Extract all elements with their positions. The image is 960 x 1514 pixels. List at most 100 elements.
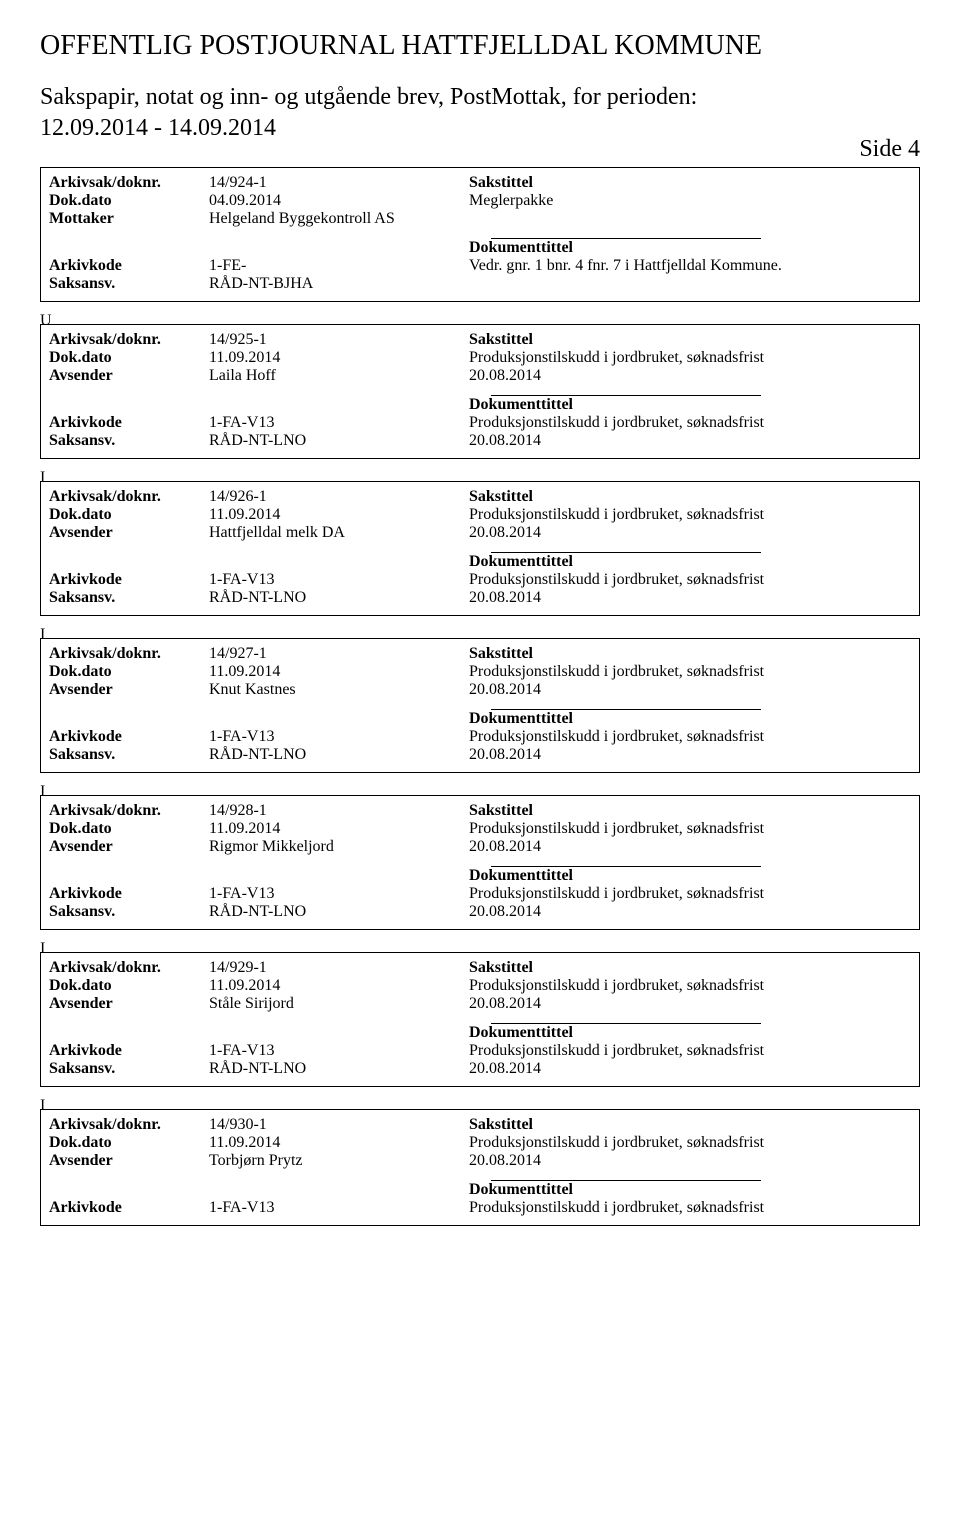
arkivkode-value: 1-FA-V13 (209, 885, 469, 903)
journal-entry: Arkivsak/doknr.14/924-1Sakstittel Dok.dat… (40, 167, 920, 302)
arkivsak-label: Arkivsak/doknr. (49, 802, 209, 820)
arkivsak-label: Arkivsak/doknr. (49, 959, 209, 977)
arkivsak-value: 14/926-1 (209, 488, 469, 506)
dokumenttittel-heading: Dokumenttittel (469, 239, 911, 257)
party-label: Avsender (49, 681, 209, 699)
party-value: Torbjørn Prytz (209, 1152, 469, 1170)
doktittel-text2: 20.08.2014 (469, 589, 911, 607)
sakstittel-heading: Sakstittel (469, 174, 911, 192)
dokdato-value: 11.09.2014 (209, 663, 469, 681)
arkivsak-value: 14/925-1 (209, 331, 469, 349)
party-value: Knut Kastnes (209, 681, 469, 699)
sakstittel-heading: Sakstittel (469, 331, 911, 349)
journal-entry: Arkivsak/doknr.14/927-1Sakstittel Dok.dat… (40, 638, 920, 773)
dokumenttittel-heading: Dokumenttittel (469, 396, 911, 414)
saksansv-label: Saksansv. (49, 1060, 209, 1078)
arkivkode-label: Arkivkode (49, 1199, 209, 1217)
doktittel-text: Produksjonstilskudd i jordbruket, søknad… (469, 414, 911, 432)
sakstittel-text2: 20.08.2014 (469, 681, 911, 699)
journal-entry: Arkivsak/doknr.14/930-1Sakstittel Dok.dat… (40, 1109, 920, 1226)
doktittel-text: Produksjonstilskudd i jordbruket, søknad… (469, 571, 911, 589)
dokdato-value: 11.09.2014 (209, 1134, 469, 1152)
sakstittel-text: Meglerpakke (469, 192, 911, 210)
doktittel-text: Vedr. gnr. 1 bnr. 4 fnr. 7 i Hattfjellda… (469, 257, 911, 275)
dokumenttittel-heading: Dokumenttittel (469, 1024, 911, 1042)
dokdato-value: 11.09.2014 (209, 506, 469, 524)
sakstittel-text: Produksjonstilskudd i jordbruket, søknad… (469, 820, 911, 838)
arkivsak-value: 14/927-1 (209, 645, 469, 663)
saksansv-value: RÅD-NT-LNO (209, 746, 469, 764)
party-value: Ståle Sirijord (209, 995, 469, 1013)
party-label: Avsender (49, 367, 209, 385)
sakstittel-heading: Sakstittel (469, 1116, 911, 1134)
arkivkode-label: Arkivkode (49, 1042, 209, 1060)
doktittel-text: Produksjonstilskudd i jordbruket, søknad… (469, 885, 911, 903)
arkivkode-value: 1-FA-V13 (209, 414, 469, 432)
arkivsak-label: Arkivsak/doknr. (49, 174, 209, 192)
doktittel-text2 (469, 275, 911, 293)
doktittel-text2: 20.08.2014 (469, 903, 911, 921)
saksansv-label: Saksansv. (49, 275, 209, 293)
dokdato-label: Dok.dato (49, 663, 209, 681)
sakstittel-heading: Sakstittel (469, 959, 911, 977)
sakstittel-text: Produksjonstilskudd i jordbruket, søknad… (469, 977, 911, 995)
arkivsak-label: Arkivsak/doknr. (49, 331, 209, 349)
sakstittel-text: Produksjonstilskudd i jordbruket, søknad… (469, 663, 911, 681)
sakstittel-text: Produksjonstilskudd i jordbruket, søknad… (469, 349, 911, 367)
sakstittel-text2: 20.08.2014 (469, 1152, 911, 1170)
doktittel-text2: 20.08.2014 (469, 432, 911, 450)
dokdato-label: Dok.dato (49, 506, 209, 524)
doktittel-text: Produksjonstilskudd i jordbruket, søknad… (469, 1199, 911, 1217)
arkivsak-value: 14/930-1 (209, 1116, 469, 1134)
dokumenttittel-heading: Dokumenttittel (469, 553, 911, 571)
arkivsak-label: Arkivsak/doknr. (49, 1116, 209, 1134)
party-label: Avsender (49, 838, 209, 856)
sakstittel-text2: 20.08.2014 (469, 367, 911, 385)
sakstittel-text: Produksjonstilskudd i jordbruket, søknad… (469, 1134, 911, 1152)
arkivkode-label: Arkivkode (49, 414, 209, 432)
dokdato-value: 11.09.2014 (209, 349, 469, 367)
arkivkode-value: 1-FA-V13 (209, 1199, 469, 1217)
dokumenttittel-heading: Dokumenttittel (469, 710, 911, 728)
sakstittel-text2: 20.08.2014 (469, 838, 911, 856)
dokdato-label: Dok.dato (49, 349, 209, 367)
sakstittel-text2: 20.08.2014 (469, 995, 911, 1013)
doktittel-text: Produksjonstilskudd i jordbruket, søknad… (469, 728, 911, 746)
arkivkode-label: Arkivkode (49, 728, 209, 746)
arkivsak-label: Arkivsak/doknr. (49, 645, 209, 663)
party-value: Laila Hoff (209, 367, 469, 385)
saksansv-label: Saksansv. (49, 746, 209, 764)
doktittel-text2: 20.08.2014 (469, 746, 911, 764)
arkivsak-value: 14/928-1 (209, 802, 469, 820)
page-title: OFFENTLIG POSTJOURNAL HATTFJELLDAL KOMMU… (40, 30, 920, 62)
dokdato-label: Dok.dato (49, 1134, 209, 1152)
arkivkode-value: 1-FA-V13 (209, 571, 469, 589)
saksansv-value: RÅD-NT-LNO (209, 432, 469, 450)
saksansv-label: Saksansv. (49, 903, 209, 921)
sakstittel-heading: Sakstittel (469, 645, 911, 663)
party-value: Hattfjelldal melk DA (209, 524, 469, 542)
dokdato-label: Dok.dato (49, 977, 209, 995)
party-label: Avsender (49, 524, 209, 542)
journal-entry: Arkivsak/doknr.14/929-1Sakstittel Dok.dat… (40, 952, 920, 1087)
dokdato-value: 04.09.2014 (209, 192, 469, 210)
arkivsak-value: 14/924-1 (209, 174, 469, 192)
arkivsak-value: 14/929-1 (209, 959, 469, 977)
arkivkode-value: 1-FA-V13 (209, 728, 469, 746)
sakstittel-heading: Sakstittel (469, 802, 911, 820)
party-value: Rigmor Mikkeljord (209, 838, 469, 856)
saksansv-value: RÅD-NT-BJHA (209, 275, 469, 293)
doktittel-text: Produksjonstilskudd i jordbruket, søknad… (469, 1042, 911, 1060)
dokdato-value: 11.09.2014 (209, 977, 469, 995)
page-subtitle-1: Sakspapir, notat og inn- og utgående bre… (40, 82, 920, 113)
sakstittel-text: Produksjonstilskudd i jordbruket, søknad… (469, 506, 911, 524)
party-label: Avsender (49, 1152, 209, 1170)
party-value: Helgeland Byggekontroll AS (209, 210, 469, 228)
saksansv-value: RÅD-NT-LNO (209, 589, 469, 607)
saksansv-value: RÅD-NT-LNO (209, 903, 469, 921)
arkivkode-label: Arkivkode (49, 885, 209, 903)
dokdato-value: 11.09.2014 (209, 820, 469, 838)
dokdato-label: Dok.dato (49, 192, 209, 210)
arkivkode-label: Arkivkode (49, 257, 209, 275)
dokumenttittel-heading: Dokumenttittel (469, 1181, 911, 1199)
